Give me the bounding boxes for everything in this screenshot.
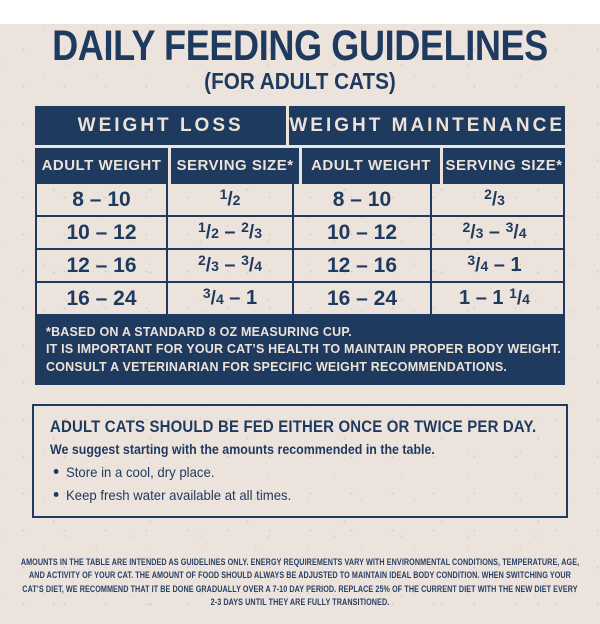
disclaimer-section: AMOUNTS IN THE TABLE ARE INTENDED AS GUI… bbox=[0, 556, 600, 610]
table-row: 12 – 16 2/3 – 3/4 12 – 16 3/4 – 1 bbox=[37, 250, 563, 283]
serving-size-cell: 3/4 – 1 bbox=[467, 252, 522, 276]
column-header-adult-weight-maintenance: ADULT WEIGHT bbox=[302, 148, 440, 184]
table-row: 8 – 10 1/2 8 – 10 2/3 bbox=[37, 184, 563, 217]
bullet-icon bbox=[53, 469, 59, 475]
bullet-text-storage: Store in a cool, dry place. bbox=[65, 463, 215, 480]
serving-size-cell: 1/2 – 2/3 bbox=[168, 217, 294, 248]
serving-size-cell: 2/3 – 3/4 bbox=[462, 219, 527, 243]
adult-weight-cell: 8 – 10 bbox=[37, 184, 168, 215]
serving-size-cell: 1 – 1 1/4 bbox=[459, 285, 530, 309]
list-item: Keep fresh water available at all times. bbox=[50, 485, 520, 505]
serving-size-cell: 3/4 – 1 bbox=[168, 283, 294, 314]
adult-weight-cell: 8 – 10 bbox=[294, 184, 432, 215]
footnote-line-measuring-cup: *BASED ON A STANDARD 8 OZ MEASURING CUP. bbox=[46, 325, 352, 339]
table-row: 10 – 12 1/2 – 2/3 10 – 12 2/3 – 3/4 bbox=[37, 217, 563, 250]
adult-weight-cell: 16 – 24 bbox=[37, 283, 168, 314]
group-header-weight-loss: WEIGHT LOSS bbox=[35, 106, 287, 145]
feeding-advice-box: ADULT CATS SHOULD BE FED EITHER ONCE OR … bbox=[32, 403, 568, 518]
page-subtitle: (FOR ADULT CATS) bbox=[204, 68, 396, 94]
table-group-header-row: WEIGHT LOSS WEIGHT MAINTENANCE bbox=[35, 106, 565, 145]
disclaimer-text: AMOUNTS IN THE TABLE ARE INTENDED AS GUI… bbox=[20, 556, 580, 608]
advice-subheading: We suggest starting with the amounts rec… bbox=[50, 441, 435, 457]
page-title: DAILY FEEDING GUIDELINES bbox=[52, 22, 548, 70]
bullet-icon bbox=[53, 492, 59, 498]
adult-weight-cell: 10 – 12 bbox=[37, 217, 168, 248]
column-header-adult-weight-loss: ADULT WEIGHT bbox=[35, 148, 168, 184]
serving-size-cell: 2/3 bbox=[484, 186, 505, 210]
adult-weight-cell: 12 – 16 bbox=[37, 250, 168, 281]
footnote-line-veterinarian: CONSULT A VETERINARIAN FOR SPECIFIC WEIG… bbox=[46, 359, 508, 374]
footnote-line-body-weight: IT IS IMPORTANT FOR YOUR CAT’S HEALTH TO… bbox=[46, 342, 561, 357]
serving-size-cell: 2/3 – 3/4 bbox=[168, 250, 294, 281]
group-header-weight-maintenance: WEIGHT MAINTENANCE bbox=[289, 106, 565, 145]
table-column-header-row: ADULT WEIGHT SERVING SIZE* ADULT WEIGHT … bbox=[35, 148, 565, 184]
feeding-guidelines-panel: DAILY FEEDING GUIDELINES (FOR ADULT CATS… bbox=[0, 24, 600, 624]
table-footnote: *BASED ON A STANDARD 8 OZ MEASURING CUP.… bbox=[35, 316, 565, 385]
adult-weight-cell: 12 – 16 bbox=[294, 250, 432, 281]
table-row: 16 – 24 3/4 – 1 16 – 24 1 – 1 1/4 bbox=[37, 283, 563, 314]
bullet-text-water: Keep fresh water available at all times. bbox=[65, 486, 292, 503]
adult-weight-cell: 16 – 24 bbox=[294, 283, 432, 314]
advice-heading: ADULT CATS SHOULD BE FED EITHER ONCE OR … bbox=[50, 416, 537, 436]
adult-weight-cell: 10 – 12 bbox=[294, 217, 432, 248]
column-header-serving-size-maintenance: SERVING SIZE* bbox=[443, 148, 565, 184]
list-item: Store in a cool, dry place. bbox=[50, 462, 520, 482]
column-header-serving-size-loss: SERVING SIZE* bbox=[171, 148, 299, 184]
serving-size-cell: 1/2 bbox=[168, 184, 294, 215]
table-body: 8 – 10 1/2 8 – 10 2/3 10 – 12 1/2 – 2/3 … bbox=[35, 184, 565, 316]
feeding-table: WEIGHT LOSS WEIGHT MAINTENANCE ADULT WEI… bbox=[35, 106, 565, 385]
